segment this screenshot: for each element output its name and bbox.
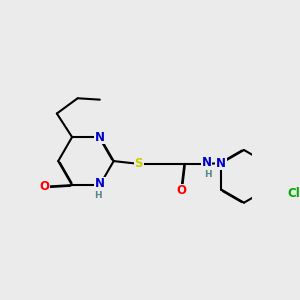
Text: H: H <box>204 170 212 179</box>
Text: N: N <box>202 156 212 169</box>
Text: H: H <box>94 191 102 200</box>
Text: S: S <box>134 158 143 170</box>
Text: N: N <box>95 130 105 144</box>
Text: N: N <box>95 177 105 190</box>
Text: O: O <box>39 180 50 193</box>
Text: N: N <box>216 157 226 170</box>
Text: O: O <box>177 184 187 197</box>
Text: Cl: Cl <box>287 187 300 200</box>
